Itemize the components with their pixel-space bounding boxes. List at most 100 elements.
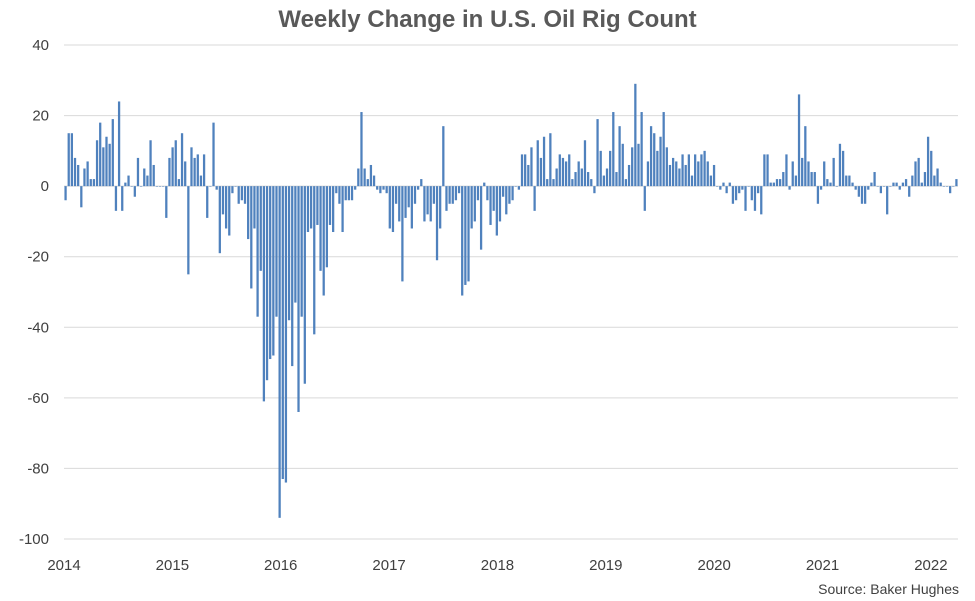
bar: [605, 168, 609, 187]
bar: [332, 186, 335, 233]
bar: [417, 186, 420, 190]
x-tick-label: 2016: [264, 557, 297, 574]
bar: [180, 133, 184, 187]
bar: [700, 154, 703, 187]
bar: [256, 186, 259, 317]
bar: [640, 112, 643, 187]
x-tick-labels: 2014 2015 2016 2017 2018 2019 2020 2021 2022: [47, 557, 947, 574]
bar: [772, 182, 775, 187]
bar: [105, 136, 108, 187]
bar: [432, 186, 436, 204]
bar: [753, 186, 757, 211]
bar: [309, 186, 313, 229]
bar: [357, 168, 360, 187]
bar: [602, 175, 605, 187]
bar: [747, 186, 750, 187]
bar: [146, 175, 149, 187]
bar: [892, 182, 895, 187]
bar: [574, 172, 577, 187]
bar: [763, 154, 766, 187]
bar: [936, 168, 939, 187]
bar: [495, 186, 498, 236]
bar: [882, 186, 886, 187]
bar: [306, 186, 310, 233]
bar: [517, 186, 521, 190]
bar: [439, 186, 442, 229]
source-note: Source: Baker Hughes: [818, 581, 959, 597]
bar: [854, 186, 857, 190]
bar: [722, 182, 725, 187]
bar: [643, 186, 646, 211]
bar: [870, 182, 873, 187]
bar: [631, 147, 634, 187]
bar: [461, 186, 464, 296]
bar: [524, 154, 527, 187]
bar: [596, 119, 599, 187]
bar: [73, 157, 77, 187]
bar: [420, 179, 423, 187]
bar: [829, 182, 832, 187]
bar: [841, 150, 845, 187]
bar: [177, 179, 181, 187]
bar: [476, 186, 480, 201]
bar: [690, 175, 694, 187]
bar: [300, 186, 303, 317]
bar: [832, 157, 835, 187]
bar: [410, 186, 413, 229]
bar: [281, 186, 284, 480]
bar: [297, 186, 300, 412]
bar: [187, 186, 190, 275]
bar: [741, 186, 744, 190]
bar: [275, 186, 278, 317]
bar: [725, 186, 728, 194]
bar: [939, 182, 942, 187]
bar: [489, 186, 492, 225]
bar: [542, 136, 546, 187]
bar: [709, 175, 713, 187]
bar: [879, 186, 883, 194]
bar: [886, 186, 889, 215]
bar: [130, 186, 133, 187]
bar: [684, 164, 687, 187]
bar: [366, 179, 369, 187]
bar: [590, 179, 593, 187]
bar: [671, 157, 675, 187]
chart-title: Weekly Change in U.S. Oil Rig Count: [278, 6, 697, 33]
bar: [901, 182, 905, 187]
bar: [634, 83, 637, 187]
bar: [114, 186, 118, 211]
bar: [102, 147, 105, 187]
bar: [218, 186, 221, 254]
bar: [413, 186, 417, 204]
bar: [67, 133, 70, 187]
bar: [911, 175, 914, 187]
bar: [876, 186, 879, 187]
bar: [756, 186, 760, 194]
bar: [483, 182, 486, 187]
bar: [712, 164, 716, 187]
bar: [527, 164, 530, 187]
bar: [341, 186, 344, 233]
bar: [646, 161, 650, 187]
bar: [369, 164, 373, 187]
bar: [139, 186, 143, 187]
bar: [719, 186, 722, 190]
bar: [678, 168, 681, 187]
bar: [344, 186, 347, 201]
bar: [505, 186, 508, 215]
bar: [262, 186, 266, 402]
bar: [649, 126, 653, 187]
bar: [728, 182, 731, 187]
bar: [221, 186, 225, 215]
bar: [659, 136, 662, 187]
bar: [797, 94, 801, 187]
bar: [609, 150, 612, 187]
bar: [155, 186, 158, 187]
bar: [171, 147, 174, 187]
bar: [914, 161, 917, 187]
bar: [442, 126, 445, 187]
bar: [668, 164, 672, 187]
bar: [423, 186, 426, 222]
bar: [794, 175, 798, 187]
bar: [92, 179, 96, 187]
